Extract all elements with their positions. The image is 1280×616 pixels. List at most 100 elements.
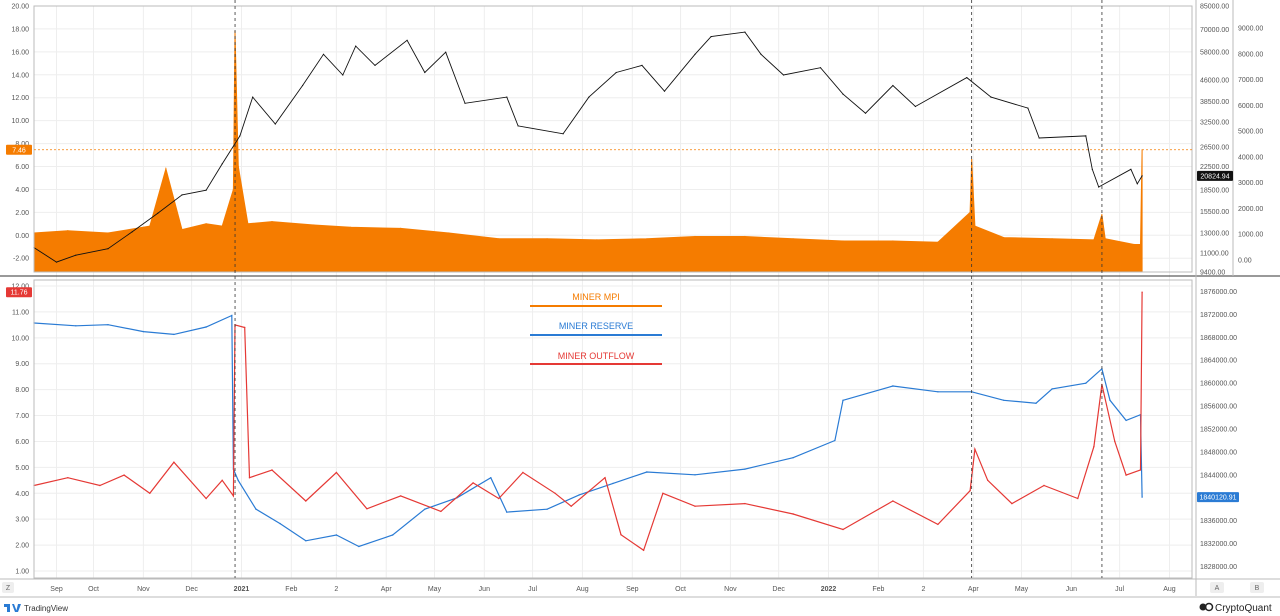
legend: MINER MPI MINER RESERVE MINER OUTFLOW	[530, 292, 662, 365]
price-point	[1130, 168, 1132, 170]
mpi-point	[350, 226, 352, 228]
reserve-axis-tick: 1836000.00	[1200, 518, 1237, 525]
price-axis-tick: 22500.00	[1200, 164, 1229, 171]
x-axis-tick: Jun	[479, 586, 490, 593]
legend-reserve-label: MINER RESERVE	[559, 321, 633, 331]
mpi-point	[694, 235, 696, 238]
price-point	[252, 96, 254, 98]
mpi-axis-tick: 16.00	[11, 49, 29, 56]
price-last-value-tag: 20824.94	[1197, 170, 1233, 181]
reserve-point	[1003, 399, 1005, 401]
mpi-axis-tick: 2.00	[15, 210, 29, 217]
price-axis-tick: 13000.00	[1200, 230, 1229, 237]
price-point	[819, 67, 822, 69]
mpi-point	[969, 211, 971, 213]
mpi-point	[181, 229, 183, 231]
outflow-point	[792, 513, 794, 515]
price-point	[131, 231, 133, 233]
outflow-axis-tick: 5.00	[15, 465, 29, 472]
x-axis-tick: Sep	[626, 586, 639, 593]
reserve-point	[792, 457, 794, 459]
reserve-point	[358, 545, 360, 548]
outflow-point	[604, 477, 606, 479]
mpi-point	[1101, 214, 1103, 216]
price-point	[760, 53, 762, 55]
reserve-axis-tick: 1832000.00	[1200, 541, 1237, 548]
outflow-point	[570, 505, 572, 507]
reserve-axis-tick: 1876000.00	[1200, 289, 1237, 296]
x-axis-tick: 2	[921, 586, 925, 593]
reserve-point	[424, 508, 426, 510]
corner-button-b[interactable]: B	[1250, 582, 1264, 593]
outflow-point	[1077, 497, 1079, 500]
mpi-point	[221, 225, 223, 227]
reserve-point	[744, 468, 746, 470]
outflow-point	[554, 492, 556, 494]
reserve-axis-tick: 1864000.00	[1200, 358, 1237, 365]
price-point	[406, 39, 408, 41]
price-point	[1091, 168, 1093, 170]
mpi-point	[205, 223, 207, 225]
mpi-point	[1003, 237, 1005, 239]
mpi-point	[498, 238, 500, 240]
reserve-point	[842, 399, 844, 401]
corner-button-a[interactable]: A	[1210, 582, 1224, 593]
x-axis-tick: Dec	[772, 586, 785, 593]
price-point	[302, 84, 304, 87]
price-point	[107, 248, 109, 250]
aux-axis-tick: 4000.00	[1238, 154, 1263, 161]
price-point	[663, 90, 666, 92]
price-point	[641, 64, 643, 66]
outflow-point	[974, 448, 976, 450]
reserve-point	[892, 385, 894, 387]
price-axis-tick: 46000.00	[1200, 78, 1229, 85]
outflow-point	[335, 471, 338, 474]
reserve-point	[237, 479, 239, 482]
price-point	[157, 212, 159, 214]
mpi-axis-tick: 12.00	[11, 95, 29, 102]
tradingview-logo[interactable]: TradingView	[4, 604, 68, 613]
reserve-point	[335, 534, 338, 536]
x-axis-tick: Apr	[381, 586, 393, 593]
outflow-axis-tick: 11.00	[12, 309, 29, 316]
x-axis-tick: Jun	[1066, 586, 1077, 593]
mpi-point	[971, 159, 973, 161]
outflow-point	[248, 477, 251, 479]
reserve-axis-tick: 1852000.00	[1200, 427, 1237, 434]
price-point	[355, 45, 357, 47]
mpi-point	[974, 225, 976, 227]
corner-button-z[interactable]: Z	[2, 582, 14, 593]
reserve-axis-tick: 1872000.00	[1200, 312, 1237, 319]
cryptoquant-brand: CryptoQuant	[1199, 602, 1272, 614]
mpi-axis-tick: 8.00	[15, 141, 29, 148]
reserve-point	[1109, 399, 1111, 401]
svg-text:11.76: 11.76	[11, 290, 28, 297]
outflow-axis-tick: 6.00	[15, 439, 29, 446]
aux-axis-tick: 9000.00	[1238, 26, 1263, 33]
mpi-point	[1051, 238, 1053, 240]
outflow-point	[305, 500, 307, 502]
x-axis-tick: Aug	[1163, 586, 1176, 593]
aux-axis-tick: 2000.00	[1238, 206, 1263, 213]
aux-axis-tick: 1000.00	[1238, 232, 1263, 239]
aux-axis-tick: 0.00	[1238, 258, 1252, 265]
mpi-axis-tick: 20.00	[11, 4, 29, 11]
price-point	[744, 31, 746, 33]
x-axis-tick: Jul	[1115, 586, 1124, 593]
top-panel-frame	[33, 5, 1193, 273]
bottom-panel-frame	[33, 279, 1193, 579]
price-point	[342, 74, 344, 76]
mpi-point	[271, 221, 273, 223]
mpi-point	[546, 238, 548, 240]
reserve-point	[694, 474, 696, 476]
mpi-point	[892, 240, 894, 242]
x-axis-tick: 2	[334, 586, 338, 593]
mpi-point	[165, 168, 167, 170]
svg-text:1840120.91: 1840120.91	[1200, 495, 1237, 502]
x-axis-tick: Feb	[285, 586, 297, 593]
reserve-point	[1035, 402, 1037, 404]
x-axis-tick: May	[428, 586, 442, 593]
tradingview-logo-icon	[4, 604, 21, 612]
mpi-axis-tick: -2.00	[13, 256, 29, 263]
